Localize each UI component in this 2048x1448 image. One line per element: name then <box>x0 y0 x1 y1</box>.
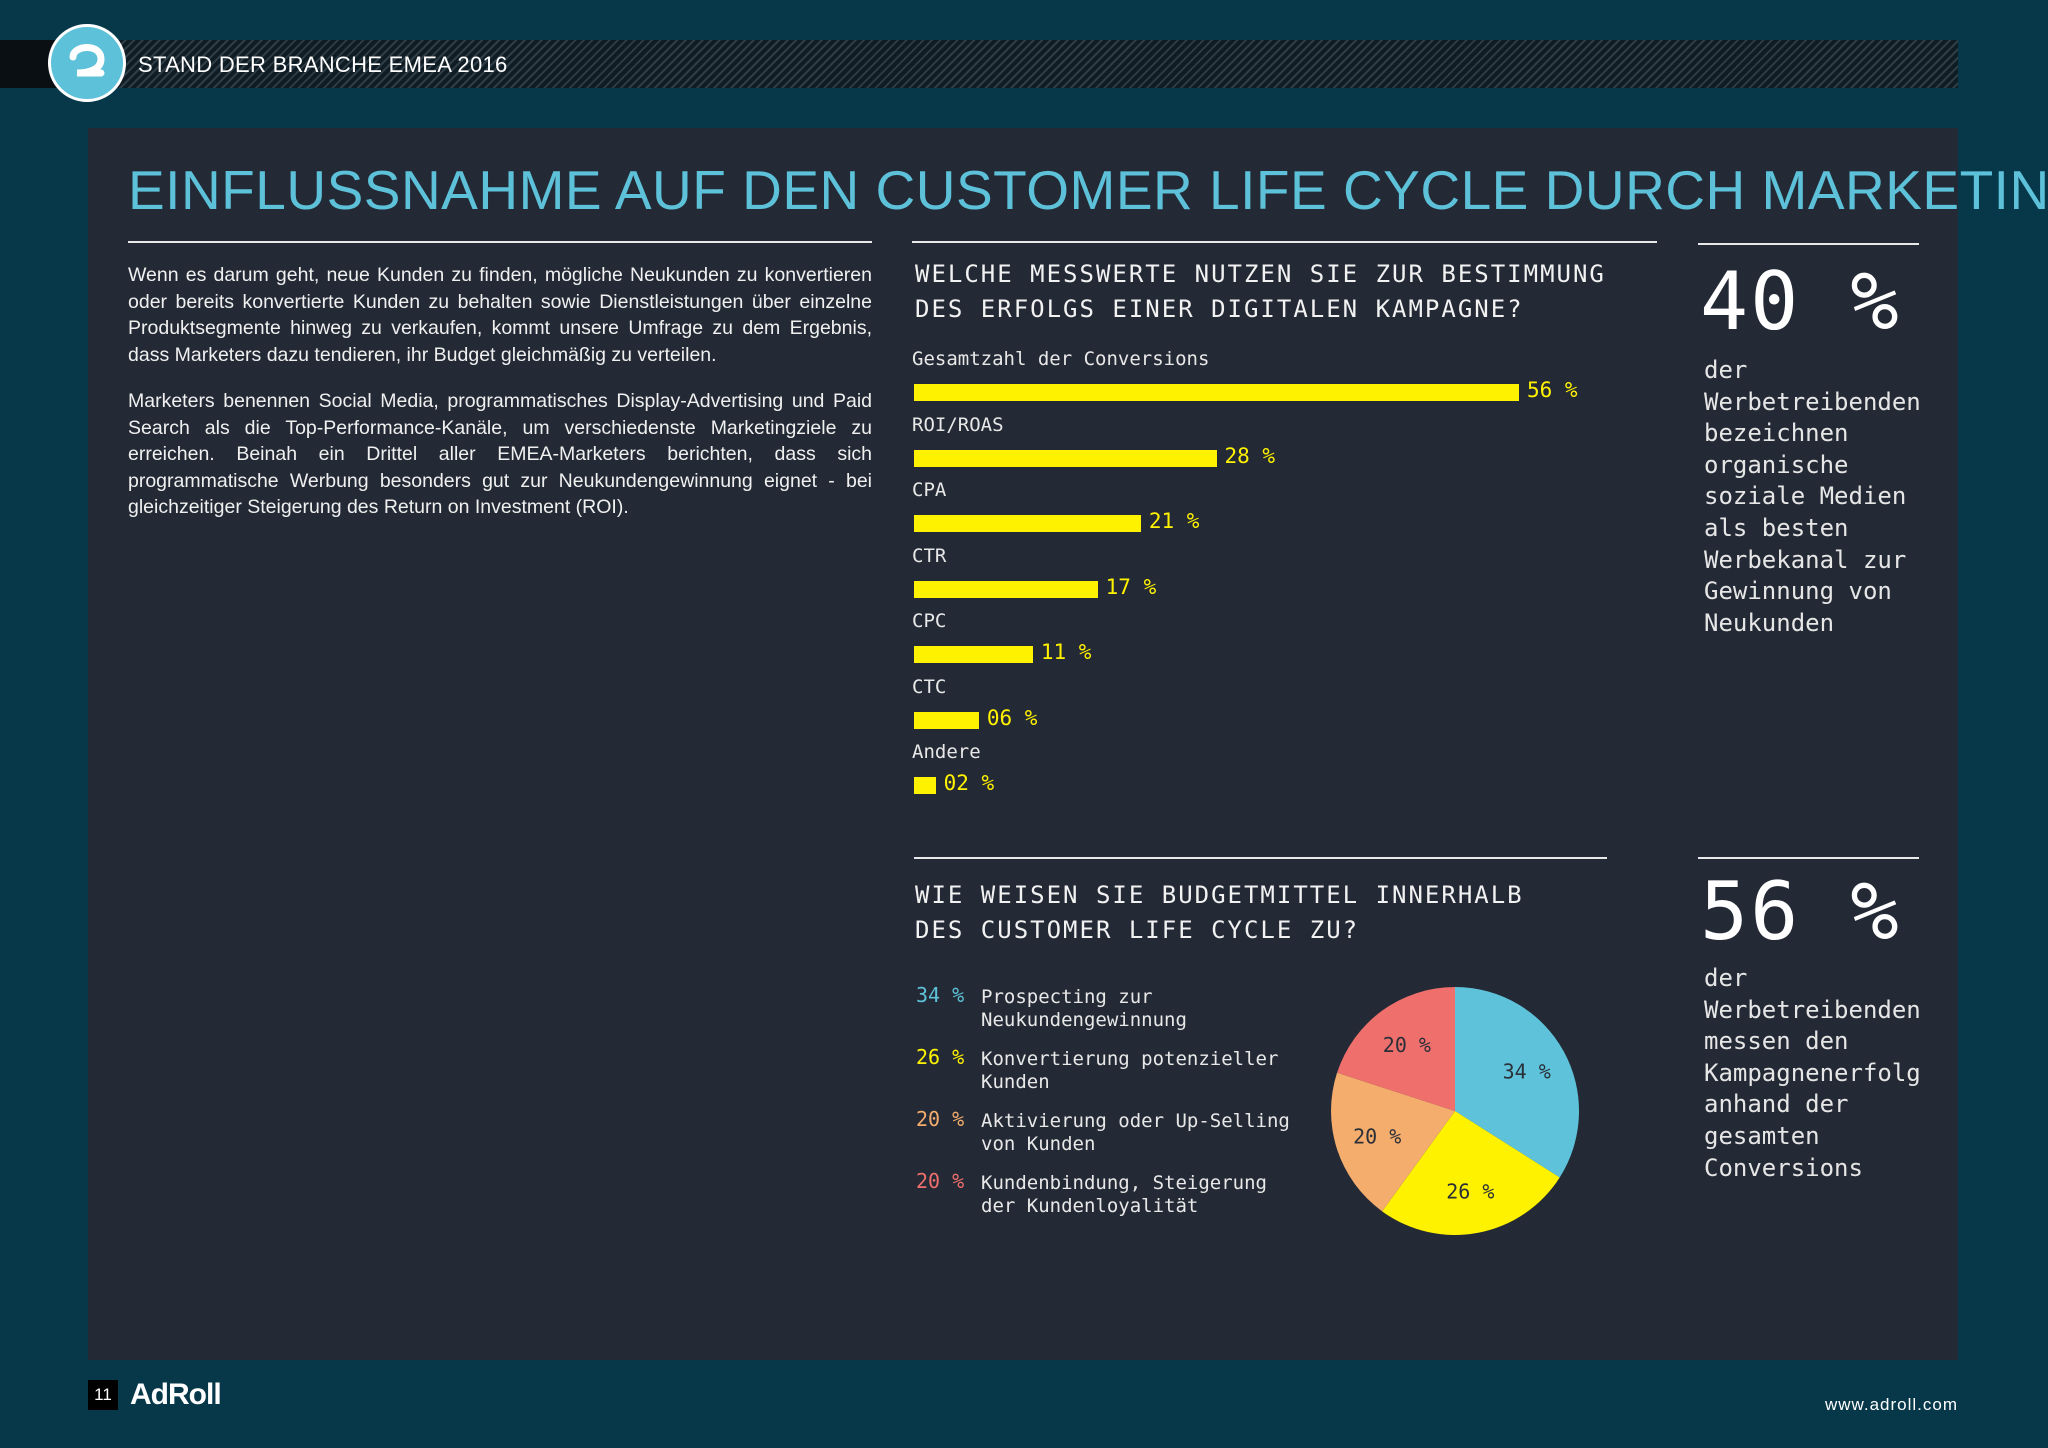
header-strip <box>0 40 1958 88</box>
legend-label: Konvertierung potenzieller Kunden <box>981 1048 1279 1093</box>
legend-label: Aktivierung oder Up-Selling von Kunden <box>981 1110 1290 1155</box>
intro-rule <box>128 241 872 243</box>
bar-value-label: 02 % <box>943 771 995 795</box>
bar-chart-title: WELCHE MESSWERTE NUTZEN SIE ZUR BESTIMMU… <box>915 260 1606 323</box>
bar-value-label: 21 % <box>1148 509 1200 533</box>
legend-item: 20 % Kundenbindung, Steigerung der Kunden… <box>916 1170 1316 1232</box>
legend-item: 20 % Aktivierung oder Up-Selling von Kund… <box>916 1108 1316 1170</box>
bar-label: CTC <box>912 675 947 698</box>
bar-label: CTR <box>912 544 947 567</box>
pie-slice <box>1455 987 1579 1178</box>
bar-value-label: 56 % <box>1527 378 1578 402</box>
footer-brand-logo: AdRoll <box>130 1378 222 1411</box>
pie-chart: 34 % 26 % 20 % 20 % <box>1331 987 1579 1235</box>
bar <box>914 449 1217 467</box>
bar-value-label: 17 % <box>1105 574 1157 599</box>
pie-slice <box>1337 987 1455 1111</box>
page-number: 11 <box>88 1380 118 1410</box>
bar-chart-rule <box>912 241 1657 243</box>
bar-value-label: 06 % <box>986 705 1038 730</box>
pie-slice-label: 20 % <box>1353 1124 1401 1148</box>
bar <box>914 580 1098 598</box>
legend-percent: 20 % <box>916 1169 965 1193</box>
pie-slice-label: 20 % <box>1383 1033 1431 1057</box>
pie-slice <box>1382 1111 1560 1235</box>
pie-chart-title: WIE WEISEN SIE BUDGETMITTEL INNERHALB DE… <box>915 881 1524 944</box>
adroll-logo-icon <box>48 24 126 102</box>
pie-slice-label: 34 % <box>1503 1060 1551 1084</box>
content-panel <box>88 128 1958 1360</box>
legend-label: Kundenbindung, Steigerung der Kundenloya… <box>981 1172 1267 1217</box>
footer-url-link[interactable]: www.adroll.com <box>1824 1395 1958 1414</box>
bar-chart: Gesamtzahl der Conversions 56 % ROI/ROAS 28… <box>912 348 1652 818</box>
bar-label: CPC <box>912 610 947 632</box>
bar <box>914 646 1033 663</box>
bar-label: CPA <box>912 479 947 501</box>
pie-chart-rule <box>914 857 1607 859</box>
stat-2-text: der Werbetreibenden messen den Kampagnen… <box>1704 964 1921 1182</box>
bar-label: Gesamtzahl der Conversions <box>912 348 1210 370</box>
stat-2-rule <box>1698 857 1919 859</box>
stat-1-rule <box>1698 243 1919 245</box>
bar <box>914 777 936 794</box>
bar <box>914 711 979 729</box>
legend-percent: 26 % <box>916 1045 965 1069</box>
bar-label: ROI/ROAS <box>912 413 1004 436</box>
bar-label: Andere <box>912 741 981 763</box>
legend-percent: 20 % <box>916 1107 965 1131</box>
bar-value-label: 28 % <box>1224 443 1276 468</box>
intro-paragraph-1: Wenn es darum geht, neue Kunden zu finde… <box>128 264 872 366</box>
intro-text: Wenn es darum geht, neue Kunden zu finde… <box>128 262 872 541</box>
legend-label: Prospecting zur Neukundengewinnung <box>981 986 1187 1031</box>
intro-paragraph-2: Marketers benennen Social Media, program… <box>128 390 872 518</box>
pie-slice-label: 26 % <box>1446 1179 1494 1203</box>
bar <box>914 384 1519 401</box>
pie-legend: 34 % Prospecting zur Neukundengewinnung 26… <box>916 984 1316 1232</box>
bar <box>914 515 1141 532</box>
legend-percent: 34 % <box>916 983 965 1007</box>
report-label: STAND DER BRANCHE EMEA 2016 <box>138 52 508 77</box>
stat-2-value: 56 % <box>1700 865 1901 958</box>
page-title: EINFLUSSNAHME AUF DEN CUSTOMER LIFE CYCL… <box>128 159 2048 221</box>
legend-item: 26 % Konvertierung potenzieller Kunden <box>916 1046 1316 1108</box>
pie-slice <box>1331 1072 1455 1212</box>
legend-item: 34 % Prospecting zur Neukundengewinnung <box>916 984 1316 1046</box>
stat-1-text: der Werbetreibenden bezeichnen organisch… <box>1704 356 1921 637</box>
bar-value-label: 11 % <box>1040 640 1092 664</box>
stat-1-value: 40 % <box>1700 255 1901 348</box>
